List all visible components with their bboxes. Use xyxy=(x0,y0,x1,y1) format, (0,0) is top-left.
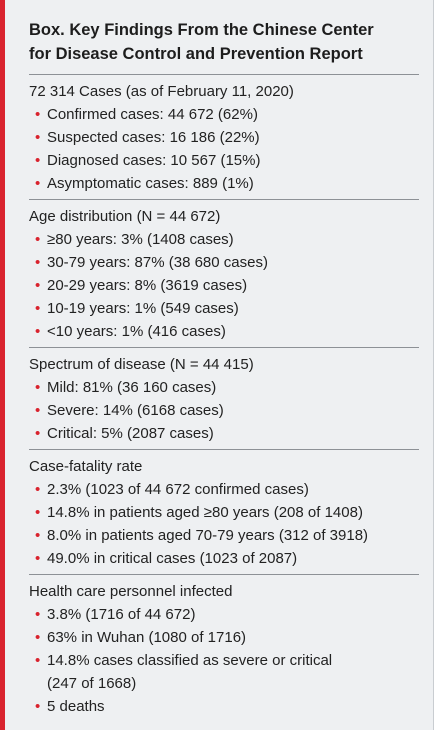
box-title: Box. Key Findings From the Chinese Cente… xyxy=(29,0,419,75)
section-heading: Case-fatality rate xyxy=(29,458,143,475)
title-line: Box. Key Findings From the Chinese Cente… xyxy=(29,21,374,39)
section-heading: Health care personnel infected xyxy=(29,583,233,600)
list-item: 14.8% in patients aged ≥80 years (208 of… xyxy=(29,501,419,524)
list-item: 3.8% (1716 of 44 672) xyxy=(29,603,419,626)
title-line: for Disease Control and Prevention Repor… xyxy=(29,45,363,63)
sections: 72 314 Cases (as of February 11, 2020) Co… xyxy=(29,75,419,722)
list-item: 63% in Wuhan (1080 of 1716) xyxy=(29,626,419,649)
list-item: 2.3% (1023 of 44 672 confirmed cases) xyxy=(29,478,419,501)
list-item: Asymptomatic cases: 889 (1%) xyxy=(29,172,419,195)
section: 72 314 Cases (as of February 11, 2020) Co… xyxy=(29,75,419,200)
list-item: 30-79 years: 87% (38 680 cases) xyxy=(29,251,419,274)
list-item: Confirmed cases: 44 672 (62%) xyxy=(29,103,419,126)
section-heading: 72 314 Cases (as of February 11, 2020) xyxy=(29,83,294,100)
item-line: 14.8% cases classified as severe or crit… xyxy=(47,652,333,669)
list-item: 10-19 years: 1% (549 cases) xyxy=(29,297,419,320)
list-item: Critical: 5% (2087 cases) xyxy=(29,422,419,445)
item-line: (247 of 1668) xyxy=(47,675,137,692)
list-item: Mild: 81% (36 160 cases) xyxy=(29,376,419,399)
section-heading: Age distribution (N = 44 672) xyxy=(29,208,221,225)
section: Spectrum of disease (N = 44 415) Mild: 81… xyxy=(29,348,419,450)
list-item: Diagnosed cases: 10 567 (15%) xyxy=(29,149,419,172)
list-item: 20-29 years: 8% (3619 cases) xyxy=(29,274,419,297)
section: Case-fatality rate 2.3% (1023 of 44 672 c… xyxy=(29,450,419,575)
list-item: 8.0% in patients aged 70-79 years (312 o… xyxy=(29,524,419,547)
list-item: 49.0% in critical cases (1023 of 2087) xyxy=(29,547,419,570)
list-item: <10 years: 1% (416 cases) xyxy=(29,320,419,343)
section: Age distribution (N = 44 672) ≥80 years: … xyxy=(29,200,419,348)
section: Health care personnel infected 3.8% (1716… xyxy=(29,575,419,722)
list-item: 5 deaths xyxy=(29,695,419,718)
section-heading: Spectrum of disease (N = 44 415) xyxy=(29,356,254,373)
list-item: Severe: 14% (6168 cases) xyxy=(29,399,419,422)
list-item: Suspected cases: 16 186 (22%) xyxy=(29,126,419,149)
list-item: ≥80 years: 3% (1408 cases) xyxy=(29,228,419,251)
list-item: 14.8% cases classified as severe or crit… xyxy=(29,649,419,695)
